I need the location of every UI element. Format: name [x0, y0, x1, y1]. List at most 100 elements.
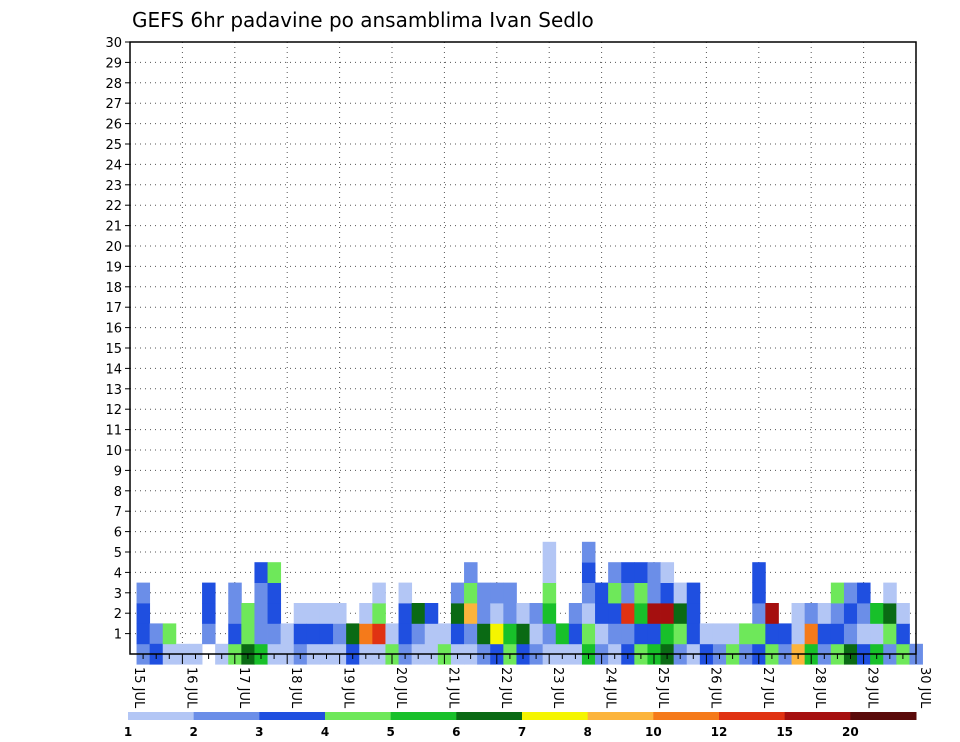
colorbar-swatch — [522, 712, 589, 720]
heatmap-cell — [319, 623, 334, 645]
heatmap-cell — [398, 623, 413, 645]
heatmap-cell — [830, 582, 845, 604]
heatmap-cell — [372, 623, 386, 645]
heatmap-cell — [411, 623, 426, 645]
y-tick-label: 22 — [105, 199, 122, 214]
heatmap-cell — [490, 582, 504, 604]
heatmap-cell — [686, 623, 701, 645]
heatmap-cell — [686, 582, 701, 604]
heatmap-cell — [581, 603, 596, 624]
heatmap-cell — [595, 603, 609, 624]
heatmap-cell — [765, 623, 779, 645]
heatmap-cell — [319, 603, 334, 624]
heatmap-cell — [202, 603, 216, 624]
heatmap-cell — [791, 623, 806, 645]
colorbar-label: 10 — [645, 725, 662, 739]
heatmap-cell — [424, 623, 439, 645]
heatmap-cell — [673, 603, 688, 624]
heatmap-cell — [490, 623, 504, 645]
y-tick-label: 17 — [105, 301, 122, 316]
heatmap-cell — [883, 603, 897, 624]
chart-title: GEFS 6hr padavine po ansamblima Ivan Sed… — [132, 8, 594, 32]
heatmap-cell — [634, 582, 648, 604]
heatmap-cell — [254, 603, 268, 624]
colorbar-label: 15 — [776, 725, 793, 739]
heatmap-cell — [726, 623, 740, 645]
heatmap-cell — [372, 582, 386, 604]
heatmap-cell — [267, 623, 282, 645]
heatmap-cell — [267, 562, 282, 583]
heatmap-cell — [411, 603, 426, 624]
colorbar-swatch — [193, 712, 260, 720]
colorbar-label: 4 — [321, 725, 329, 739]
heatmap-cell — [464, 582, 478, 604]
heatmap-cell — [333, 623, 347, 645]
heatmap-cell — [241, 623, 255, 645]
x-tick-label: 27 JUL — [760, 667, 775, 709]
heatmap-cell — [647, 623, 661, 645]
cells-layer — [136, 541, 923, 665]
heatmap-cell — [621, 562, 635, 583]
colorbar-label: 6 — [452, 725, 460, 739]
colorbar-swatch — [719, 712, 786, 720]
colorbar-swatch — [784, 712, 851, 720]
heatmap-cell — [359, 623, 373, 645]
colorbar-label: 3 — [255, 725, 263, 739]
y-tick-label: 29 — [105, 56, 122, 71]
heatmap-cell — [739, 623, 753, 645]
heatmap-cell — [477, 603, 491, 624]
x-tick-label: 19 JUL — [341, 667, 356, 709]
heatmap-cell — [333, 603, 347, 624]
x-tick-label: 26 JUL — [707, 667, 722, 709]
heatmap-cell — [516, 603, 530, 624]
heatmap-cell — [254, 562, 268, 583]
heatmap-cell — [542, 541, 557, 563]
heatmap-cell — [542, 623, 557, 645]
colorbar-swatch — [850, 712, 917, 720]
heatmap-cell — [857, 623, 871, 645]
x-tick-label: 28 JUL — [812, 667, 827, 709]
heatmap-cell — [241, 603, 255, 624]
y-tick-label: 1 — [114, 628, 122, 643]
heatmap-cell — [647, 603, 661, 624]
heatmap-cell — [621, 623, 635, 645]
x-tick-label: 16 JUL — [183, 667, 198, 709]
y-tick-label: 21 — [105, 220, 122, 235]
heatmap-cell — [804, 623, 819, 645]
heatmap-cell — [896, 603, 910, 624]
heatmap-cell — [136, 582, 151, 604]
heatmap-cell — [595, 623, 609, 645]
heatmap-cell — [202, 582, 216, 604]
colorbar-swatch — [456, 712, 523, 720]
heatmap-cell — [254, 582, 268, 604]
heatmap-cell — [857, 603, 871, 624]
heatmap-cell — [843, 603, 858, 624]
heatmap-cell — [568, 623, 583, 645]
colorbar-label: 7 — [518, 725, 526, 739]
y-tick-label: 13 — [105, 383, 122, 398]
x-tick-label: 24 JUL — [603, 667, 618, 709]
y-tick-label: 23 — [105, 179, 122, 194]
heatmap-cell — [529, 603, 544, 624]
heatmap-cell — [634, 623, 648, 645]
heatmap-cell — [503, 623, 517, 645]
heatmap-cell — [673, 623, 688, 645]
heatmap-cell — [791, 603, 806, 624]
heatmap-cell — [424, 603, 439, 624]
y-tick-label: 19 — [105, 260, 122, 275]
y-tick-label: 25 — [105, 138, 122, 153]
colorbar-swatch — [587, 712, 654, 720]
heatmap-cell — [136, 623, 151, 645]
heatmap-cell — [267, 582, 282, 604]
heatmap-cell — [830, 623, 845, 645]
y-tick-label: 9 — [114, 464, 122, 479]
heatmap-cell — [568, 603, 583, 624]
heatmap-cell — [608, 582, 622, 604]
heatmap-cell — [254, 623, 268, 645]
x-tick-label: 25 JUL — [655, 667, 670, 709]
heatmap-cell — [581, 562, 596, 583]
heatmap-cell — [450, 623, 465, 645]
heatmap-cell — [267, 603, 282, 624]
colorbar: 1 2 3 4 5 6 7 8 10 12 15 20 — [124, 712, 917, 739]
